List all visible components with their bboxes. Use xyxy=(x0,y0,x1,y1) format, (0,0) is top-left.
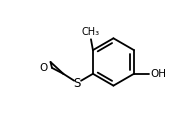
Text: O: O xyxy=(40,63,48,73)
Text: S: S xyxy=(73,77,81,90)
Text: CH₃: CH₃ xyxy=(82,27,100,37)
Text: OH: OH xyxy=(151,69,167,79)
